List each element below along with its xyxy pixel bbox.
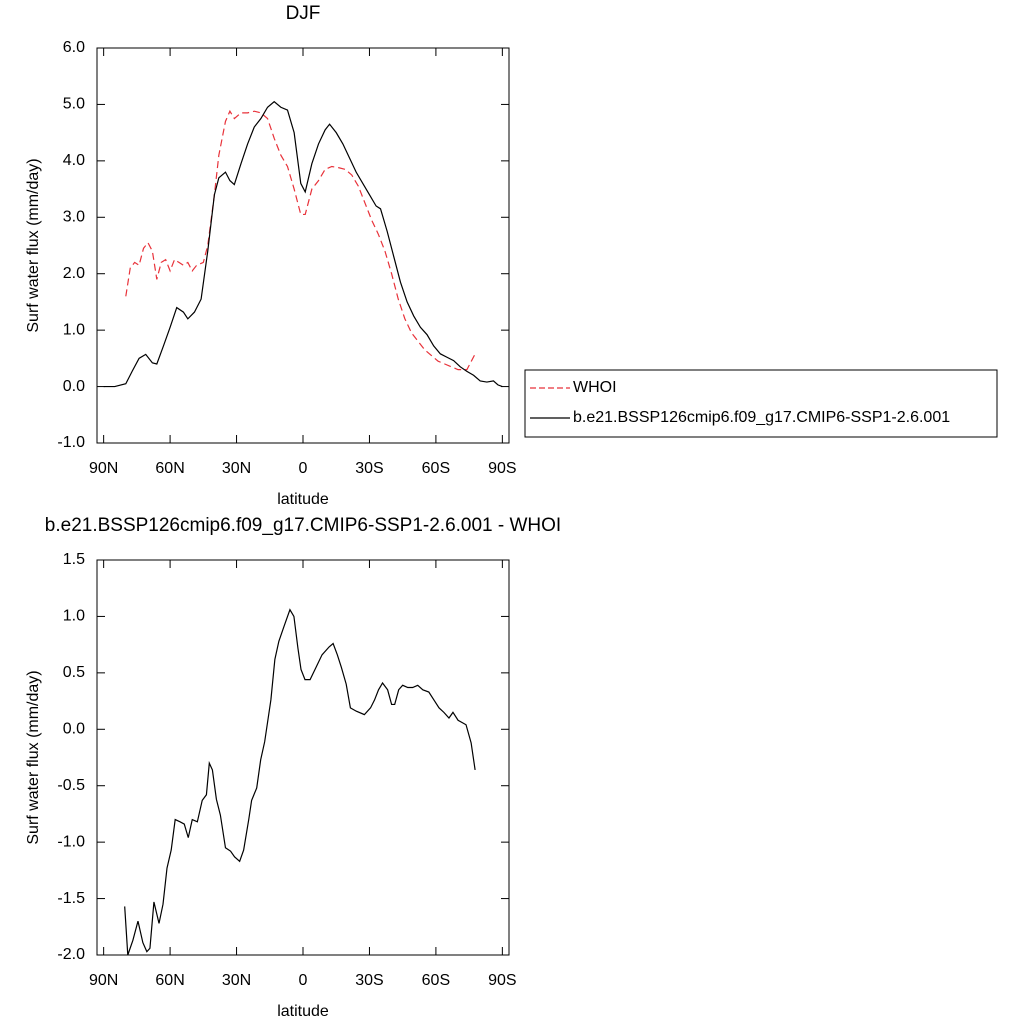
- y-tick-label: 1.0: [63, 321, 85, 338]
- x-tick-label: 0: [299, 972, 308, 989]
- x-tick-label: 60N: [155, 460, 184, 477]
- y-axis-label: Surf water flux (mm/day): [25, 158, 42, 332]
- y-tick-label: 5.0: [63, 96, 85, 113]
- x-tick-label: 30S: [355, 460, 383, 477]
- data-line: [124, 608, 476, 956]
- y-tick-label: -1.0: [57, 434, 85, 451]
- x-tick-label: 30N: [222, 460, 251, 477]
- legend-box: [524, 369, 998, 438]
- y-tick-label: 0.0: [63, 721, 85, 738]
- y-tick-label: -0.5: [57, 777, 85, 794]
- y-axis-label: Surf water flux (mm/day): [25, 670, 42, 844]
- x-tick-label: 90N: [89, 460, 118, 477]
- y-tick-label: 1.0: [63, 608, 85, 625]
- x-tick-label: 60S: [422, 460, 450, 477]
- chart-title: DJF: [286, 3, 321, 24]
- x-tick-label: 90S: [488, 460, 516, 477]
- plot-frame: [96, 47, 510, 444]
- y-tick-label: 0.5: [63, 664, 85, 681]
- data-line: [103, 100, 503, 388]
- y-tick-label: 4.0: [63, 152, 85, 169]
- y-tick-label: 6.0: [63, 39, 85, 56]
- x-axis-label: latitude: [277, 1003, 329, 1020]
- y-tick-label: 0.0: [63, 378, 85, 395]
- y-tick-label: 2.0: [63, 265, 85, 282]
- y-tick-label: -1.5: [57, 890, 85, 907]
- x-tick-label: 0: [299, 460, 308, 477]
- x-tick-label: 90N: [89, 972, 118, 989]
- y-tick-label: -1.0: [57, 833, 85, 850]
- legend-label: WHOI: [573, 379, 617, 396]
- legend-label: b.e21.BSSP126cmip6.f09_g17.CMIP6-SSP1-2.…: [573, 409, 950, 426]
- y-tick-label: 3.0: [63, 209, 85, 226]
- chart-title: b.e21.BSSP126cmip6.f09_g17.CMIP6-SSP1-2.…: [45, 515, 561, 536]
- x-tick-label: 60S: [422, 972, 450, 989]
- x-axis-label: latitude: [277, 491, 329, 508]
- y-tick-label: -2.0: [57, 946, 85, 963]
- x-tick-label: 60N: [155, 972, 184, 989]
- y-tick-label: 1.5: [63, 551, 85, 568]
- x-tick-label: 90S: [488, 972, 516, 989]
- plot-frame: [96, 559, 510, 956]
- x-tick-label: 30N: [222, 972, 251, 989]
- x-tick-label: 30S: [355, 972, 383, 989]
